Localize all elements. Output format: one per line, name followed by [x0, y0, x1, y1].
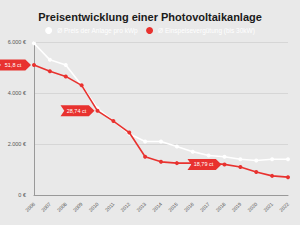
svg-text:6.000 €: 6.000 €: [8, 39, 26, 45]
svg-text:Ø Preis der Anlage pro kWp: Ø Preis der Anlage pro kWp: [57, 27, 138, 35]
svg-text:2020: 2020: [246, 201, 258, 213]
svg-text:2013: 2013: [135, 201, 147, 213]
svg-text:2016: 2016: [183, 201, 195, 213]
svg-text:2007: 2007: [40, 201, 52, 213]
svg-text:2.000 €: 2.000 €: [8, 141, 26, 147]
svg-text:2014: 2014: [151, 201, 163, 213]
svg-text:2011: 2011: [104, 201, 116, 213]
svg-text:4.000 €: 4.000 €: [8, 90, 26, 96]
svg-text:28,74 ct: 28,74 ct: [67, 108, 87, 114]
svg-text:2022: 2022: [278, 201, 290, 213]
svg-text:2008: 2008: [56, 201, 68, 213]
svg-text:18,79 ct: 18,79 ct: [194, 161, 214, 167]
svg-text:0 €: 0 €: [18, 192, 26, 198]
svg-text:2021: 2021: [262, 201, 274, 213]
svg-text:2019: 2019: [230, 201, 242, 213]
svg-text:2012: 2012: [119, 201, 131, 213]
svg-text:2006: 2006: [24, 201, 36, 213]
svg-text:2018: 2018: [215, 201, 227, 213]
svg-text:Ø Einspeisevergütung (bis 30kW: Ø Einspeisevergütung (bis 30kW): [158, 27, 255, 35]
svg-text:51,8 ct: 51,8 ct: [5, 62, 22, 68]
svg-text:Preisentwicklung einer Photovo: Preisentwicklung einer Photovoltaikanlag…: [38, 11, 262, 23]
svg-text:2009: 2009: [72, 201, 84, 213]
svg-text:2010: 2010: [88, 201, 100, 213]
svg-text:2015: 2015: [167, 201, 179, 213]
svg-text:2017: 2017: [199, 201, 211, 213]
